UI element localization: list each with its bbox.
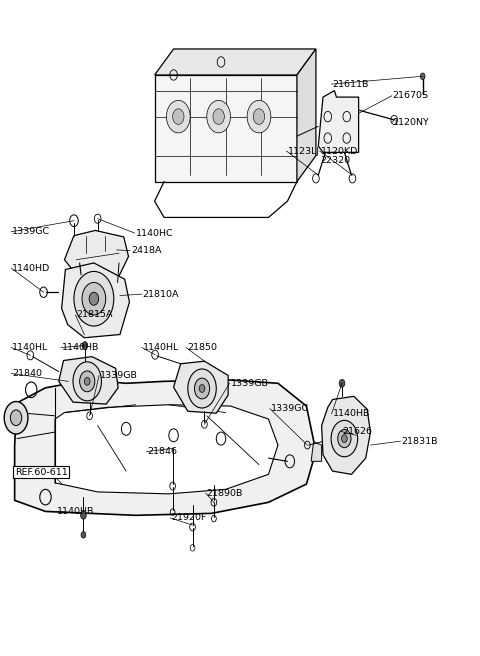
Text: 1140HL: 1140HL xyxy=(143,343,179,352)
Polygon shape xyxy=(322,396,371,474)
Text: 21850: 21850 xyxy=(187,343,217,352)
Circle shape xyxy=(194,378,210,399)
Polygon shape xyxy=(64,230,129,276)
Text: 1140HL: 1140HL xyxy=(12,343,48,352)
Circle shape xyxy=(11,410,22,426)
Circle shape xyxy=(84,377,90,385)
Polygon shape xyxy=(59,357,118,404)
Polygon shape xyxy=(55,405,278,494)
Text: 21810A: 21810A xyxy=(143,290,179,298)
Circle shape xyxy=(74,272,114,326)
Text: 22320: 22320 xyxy=(321,156,351,165)
Circle shape xyxy=(342,435,347,443)
Polygon shape xyxy=(155,49,316,75)
Text: 1140HB: 1140HB xyxy=(57,507,95,516)
Circle shape xyxy=(173,109,184,125)
Text: 1120NY: 1120NY xyxy=(393,118,430,127)
Polygon shape xyxy=(155,75,297,182)
Text: 1140HD: 1140HD xyxy=(12,264,50,273)
Circle shape xyxy=(199,384,205,392)
Circle shape xyxy=(247,100,271,133)
Circle shape xyxy=(81,531,86,538)
Text: 21831B: 21831B xyxy=(401,437,438,445)
Text: 1339GC: 1339GC xyxy=(271,404,309,413)
Circle shape xyxy=(253,109,264,125)
Text: 1120KD: 1120KD xyxy=(321,146,358,155)
Text: 21626: 21626 xyxy=(342,427,372,436)
Text: 1339GB: 1339GB xyxy=(230,379,268,388)
Circle shape xyxy=(82,283,106,315)
Circle shape xyxy=(188,369,216,408)
Circle shape xyxy=(420,73,425,79)
Text: 21815A: 21815A xyxy=(76,310,113,319)
Text: 21840: 21840 xyxy=(12,369,42,378)
Text: 1123LJ: 1123LJ xyxy=(288,146,320,155)
Text: 21670S: 21670S xyxy=(393,91,429,100)
Text: 21920F: 21920F xyxy=(171,514,206,522)
Polygon shape xyxy=(174,361,228,413)
Text: 1339GC: 1339GC xyxy=(12,227,50,236)
Circle shape xyxy=(73,362,101,401)
Circle shape xyxy=(331,420,358,457)
Polygon shape xyxy=(318,91,359,152)
Text: 21611B: 21611B xyxy=(333,79,369,89)
Polygon shape xyxy=(14,380,316,516)
Circle shape xyxy=(82,342,88,350)
Circle shape xyxy=(339,379,345,387)
Polygon shape xyxy=(311,442,322,461)
Circle shape xyxy=(338,430,351,447)
Text: 1140HC: 1140HC xyxy=(136,228,173,237)
Polygon shape xyxy=(297,49,316,182)
Text: 21846: 21846 xyxy=(147,447,178,456)
Text: 1140HB: 1140HB xyxy=(62,343,99,352)
Text: 1339GB: 1339GB xyxy=(100,371,138,380)
Circle shape xyxy=(4,401,28,434)
Text: 21890B: 21890B xyxy=(207,489,243,498)
Polygon shape xyxy=(61,263,130,338)
Text: 1140HB: 1140HB xyxy=(333,409,370,419)
Circle shape xyxy=(207,100,230,133)
Circle shape xyxy=(89,292,98,305)
Circle shape xyxy=(80,371,95,392)
Text: REF.60-611: REF.60-611 xyxy=(14,468,67,477)
Circle shape xyxy=(167,100,190,133)
Circle shape xyxy=(81,512,86,520)
Circle shape xyxy=(213,109,224,125)
Text: 2418A: 2418A xyxy=(131,246,161,255)
